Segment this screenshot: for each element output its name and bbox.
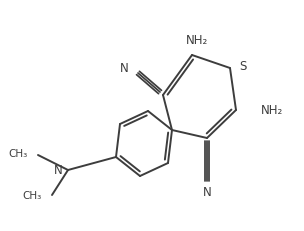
Text: N: N — [120, 61, 129, 75]
Text: CH₃: CH₃ — [23, 191, 42, 201]
Text: NH₂: NH₂ — [186, 34, 208, 48]
Text: CH₃: CH₃ — [9, 149, 28, 159]
Text: NH₂: NH₂ — [261, 104, 283, 118]
Text: S: S — [239, 61, 246, 73]
Text: N: N — [203, 186, 211, 200]
Text: N: N — [54, 164, 63, 176]
